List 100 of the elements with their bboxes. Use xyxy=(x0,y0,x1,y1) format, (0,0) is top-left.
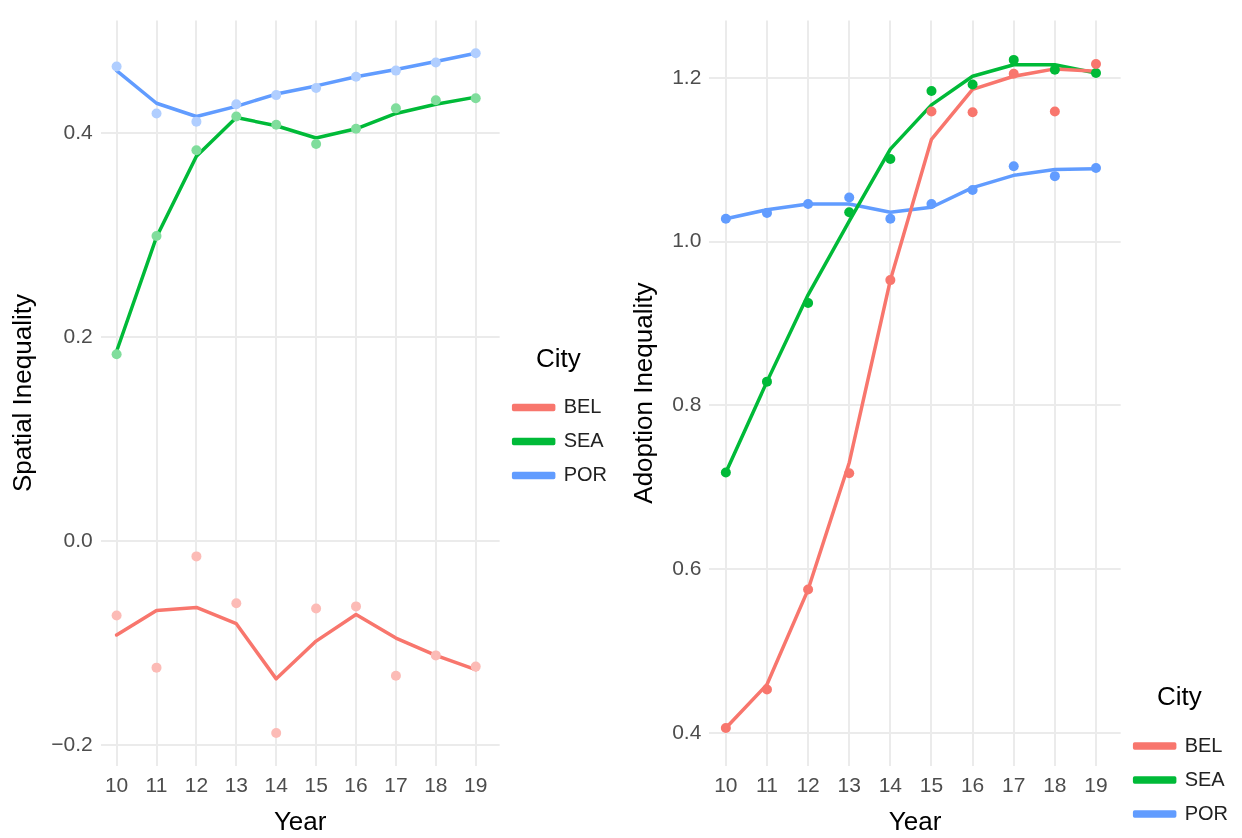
x-tick-label: 16 xyxy=(960,773,985,796)
point xyxy=(803,298,814,309)
point xyxy=(231,99,242,110)
y-tick-label: 0.4 xyxy=(63,119,93,143)
point xyxy=(351,71,362,82)
x-tick-label: 13 xyxy=(837,773,861,796)
point xyxy=(720,467,731,478)
point xyxy=(151,230,162,241)
point xyxy=(151,108,162,119)
x-tick-label: 12 xyxy=(796,773,820,796)
point xyxy=(311,603,322,614)
point xyxy=(761,376,772,387)
x-tick-label: 10 xyxy=(104,773,129,796)
x-tick-label: 14 xyxy=(264,773,289,796)
point xyxy=(1049,106,1060,117)
x-tick-label: 11 xyxy=(145,773,168,796)
point xyxy=(430,57,441,68)
point xyxy=(111,610,122,621)
y-tick-label: 0.6 xyxy=(672,555,702,579)
point xyxy=(231,598,242,609)
legend-title: City xyxy=(535,342,581,373)
point xyxy=(351,123,362,134)
point xyxy=(1090,68,1101,78)
legend-label: POR xyxy=(563,463,607,486)
x-tick-label: 18 xyxy=(1043,773,1067,796)
x-tick-label: 18 xyxy=(424,773,448,796)
point xyxy=(311,139,322,150)
x-tick-label: 15 xyxy=(304,773,328,796)
legend-label: BEL xyxy=(563,395,602,418)
point xyxy=(803,198,814,209)
x-tick-label: 17 xyxy=(384,773,408,796)
point xyxy=(271,727,282,738)
point xyxy=(926,198,937,209)
point xyxy=(1008,54,1019,65)
point xyxy=(470,48,481,59)
point xyxy=(430,650,441,661)
point xyxy=(1090,58,1101,69)
x-tick-label: 17 xyxy=(1002,773,1026,796)
point xyxy=(761,207,772,218)
point xyxy=(926,106,937,117)
x-axis-title: Year xyxy=(888,805,942,836)
point xyxy=(231,111,242,122)
point xyxy=(967,79,978,90)
x-tick-label: 13 xyxy=(224,773,248,796)
point xyxy=(1008,68,1019,79)
point xyxy=(1049,171,1060,182)
point xyxy=(271,119,282,130)
point xyxy=(111,349,122,360)
legend-label: BEL xyxy=(1184,733,1223,756)
legend-label: SEA xyxy=(563,429,605,452)
x-tick-label: 15 xyxy=(919,773,944,796)
y-tick-label: −0.2 xyxy=(51,731,93,755)
point xyxy=(885,213,896,224)
point xyxy=(720,722,731,733)
x-tick-label: 14 xyxy=(878,773,903,796)
point xyxy=(111,61,122,72)
y-axis-title: Adoption Inequality xyxy=(627,282,658,504)
point xyxy=(844,468,855,479)
point xyxy=(1008,161,1019,172)
point xyxy=(191,116,202,127)
y-axis-title: Spatial Inequality xyxy=(6,294,37,493)
y-tick-label: 0.2 xyxy=(63,323,93,347)
y-tick-label: 1.2 xyxy=(672,64,702,88)
point xyxy=(191,551,202,562)
point xyxy=(271,90,282,101)
y-tick-label: 1.0 xyxy=(672,228,702,252)
point xyxy=(470,661,481,672)
point xyxy=(885,275,896,286)
point xyxy=(926,86,937,97)
y-tick-label: 0.8 xyxy=(672,392,702,416)
legend-label: POR xyxy=(1184,801,1228,824)
point xyxy=(390,670,401,681)
point xyxy=(430,95,441,106)
point xyxy=(151,662,162,673)
point xyxy=(191,145,202,156)
point xyxy=(803,584,814,595)
point xyxy=(967,185,978,196)
point xyxy=(844,207,855,218)
point xyxy=(844,192,855,203)
point xyxy=(311,82,322,93)
point xyxy=(351,601,362,612)
x-tick-label: 10 xyxy=(714,773,738,796)
point xyxy=(390,65,401,76)
legend-label: SEA xyxy=(1184,767,1226,790)
y-tick-label: 0.4 xyxy=(672,719,702,743)
legend-title: City xyxy=(1156,680,1202,711)
point xyxy=(1090,162,1101,173)
point xyxy=(885,153,896,164)
y-tick-label: 0.0 xyxy=(63,527,93,551)
x-tick-label: 19 xyxy=(464,773,488,796)
x-tick-label: 11 xyxy=(756,773,778,796)
point xyxy=(390,103,401,114)
x-axis-title: Year xyxy=(273,805,327,836)
point xyxy=(761,684,772,695)
point xyxy=(470,93,481,104)
point xyxy=(720,213,731,224)
x-tick-label: 12 xyxy=(184,773,209,796)
x-tick-label: 16 xyxy=(344,773,368,796)
x-tick-label: 19 xyxy=(1084,773,1108,796)
point xyxy=(967,107,978,118)
